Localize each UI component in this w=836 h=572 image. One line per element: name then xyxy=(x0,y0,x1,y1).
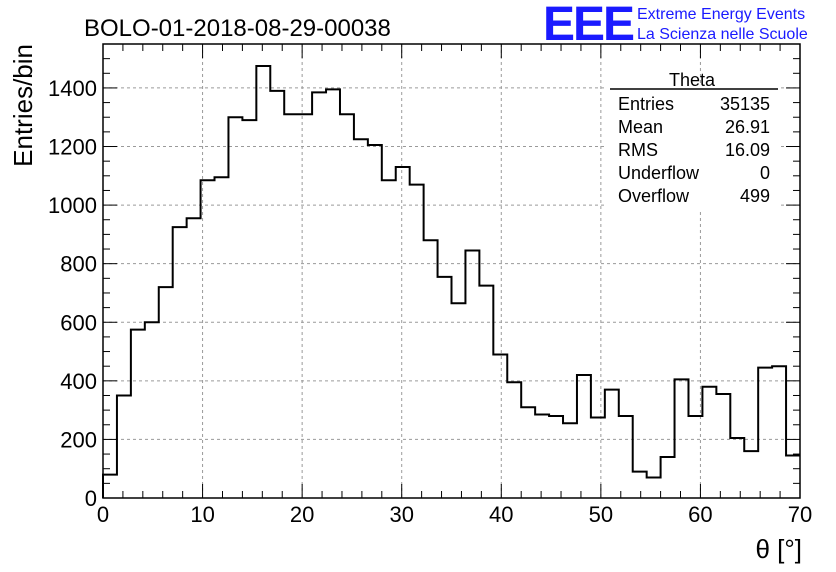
histogram-bin xyxy=(758,368,772,498)
x-tick-label: 60 xyxy=(688,502,712,527)
stats-title: Theta xyxy=(669,70,716,90)
histogram-bin xyxy=(549,416,563,498)
histogram-bin xyxy=(702,387,716,498)
histogram-bin xyxy=(424,240,438,498)
stats-label-overflow: Overflow xyxy=(618,186,690,206)
histogram-bin xyxy=(228,117,242,498)
histogram-bin xyxy=(284,114,298,498)
stats-label-entries: Entries xyxy=(618,94,674,114)
y-tick-label: 200 xyxy=(60,427,97,452)
histogram-bin xyxy=(187,218,201,498)
x-tick-label: 10 xyxy=(190,502,214,527)
x-tick-labels: 0 10 20 30 40 50 60 70 xyxy=(97,502,812,527)
x-tick-label: 30 xyxy=(389,502,413,527)
y-tick-label: 1000 xyxy=(48,193,97,218)
histogram-bin xyxy=(744,451,758,498)
histogram-bin xyxy=(479,286,493,498)
histogram-bin xyxy=(159,287,173,498)
x-tick-label: 70 xyxy=(788,502,812,527)
histogram-bin xyxy=(605,390,619,498)
histogram-bin xyxy=(298,114,312,498)
histogram-bin xyxy=(465,250,479,498)
x-tick-label: 20 xyxy=(290,502,314,527)
stats-value-overflow: 499 xyxy=(740,186,770,206)
histogram-bin xyxy=(270,91,284,498)
stats-label-underflow: Underflow xyxy=(618,163,700,183)
stats-value-rms: 16.09 xyxy=(725,140,770,160)
histogram-bin xyxy=(661,457,675,498)
histogram-bin xyxy=(354,139,368,498)
stats-value-underflow: 0 xyxy=(760,163,770,183)
y-tick-label: 800 xyxy=(60,252,97,277)
histogram-bin xyxy=(577,375,591,498)
histogram-bin xyxy=(103,475,117,498)
histogram-bin xyxy=(591,417,605,498)
histogram-bin xyxy=(772,366,786,498)
histogram-outline xyxy=(102,64,800,498)
eee-logo: EEE xyxy=(543,0,634,51)
histogram-bin xyxy=(535,415,549,498)
stats-label-mean: Mean xyxy=(618,117,663,137)
histogram-bin xyxy=(675,379,689,498)
y-tick-label: 0 xyxy=(85,486,97,511)
histogram-bin xyxy=(786,456,800,498)
logo-line-2: La Scienza nelle Scuole xyxy=(637,26,808,43)
histogram-bin xyxy=(326,89,340,498)
histogram-bin xyxy=(242,120,256,498)
histogram-bin xyxy=(493,354,507,498)
x-tick-label: 50 xyxy=(589,502,613,527)
histogram-bin xyxy=(312,92,326,498)
histogram-bin xyxy=(730,438,744,498)
histogram-bin xyxy=(396,167,410,498)
histogram-bin xyxy=(145,322,159,498)
y-tick-label: 1200 xyxy=(48,135,97,160)
histogram-bin xyxy=(117,395,131,498)
x-axis-title: θ [°] xyxy=(755,534,802,564)
histogram-bin xyxy=(131,330,145,498)
y-tick-label: 400 xyxy=(60,369,97,394)
histogram-bin xyxy=(633,472,647,498)
y-axis-title: Entries/bin xyxy=(8,44,38,167)
x-tick-label: 40 xyxy=(489,502,513,527)
y-tick-label: 1400 xyxy=(48,76,97,101)
grid-lines xyxy=(103,44,800,498)
histogram-bin xyxy=(563,423,577,498)
histogram-bin xyxy=(215,177,229,498)
x-tick-label: 0 xyxy=(97,502,109,527)
stats-value-mean: 26.91 xyxy=(725,117,770,137)
stats-label-rms: RMS xyxy=(618,140,658,160)
histogram-bin xyxy=(619,416,633,498)
histogram-bin xyxy=(647,477,661,498)
histogram-bin xyxy=(438,277,452,498)
histogram-bin xyxy=(507,382,521,498)
histogram-bin xyxy=(340,114,354,498)
run-title: BOLO-01-2018-08-29-00038 xyxy=(84,15,391,42)
y-tick-labels: 0 200 400 600 800 1000 1200 1400 xyxy=(48,76,97,511)
histogram-bin xyxy=(521,407,535,498)
histogram-bin xyxy=(382,180,396,498)
logo-line-1: Extreme Energy Events xyxy=(637,6,805,23)
histogram-bin xyxy=(716,394,730,498)
stats-box: Theta Entries 35135 Mean 26.91 RMS 16.09… xyxy=(606,70,778,210)
histogram-bin xyxy=(256,66,270,498)
histogram-bin xyxy=(368,145,382,498)
plot-frame xyxy=(102,43,801,499)
y-tick-label: 600 xyxy=(60,310,97,335)
histogram-bin xyxy=(410,185,424,498)
histogram-bin xyxy=(173,227,187,498)
histogram-bin xyxy=(452,303,466,498)
stats-value-entries: 35135 xyxy=(720,94,770,114)
